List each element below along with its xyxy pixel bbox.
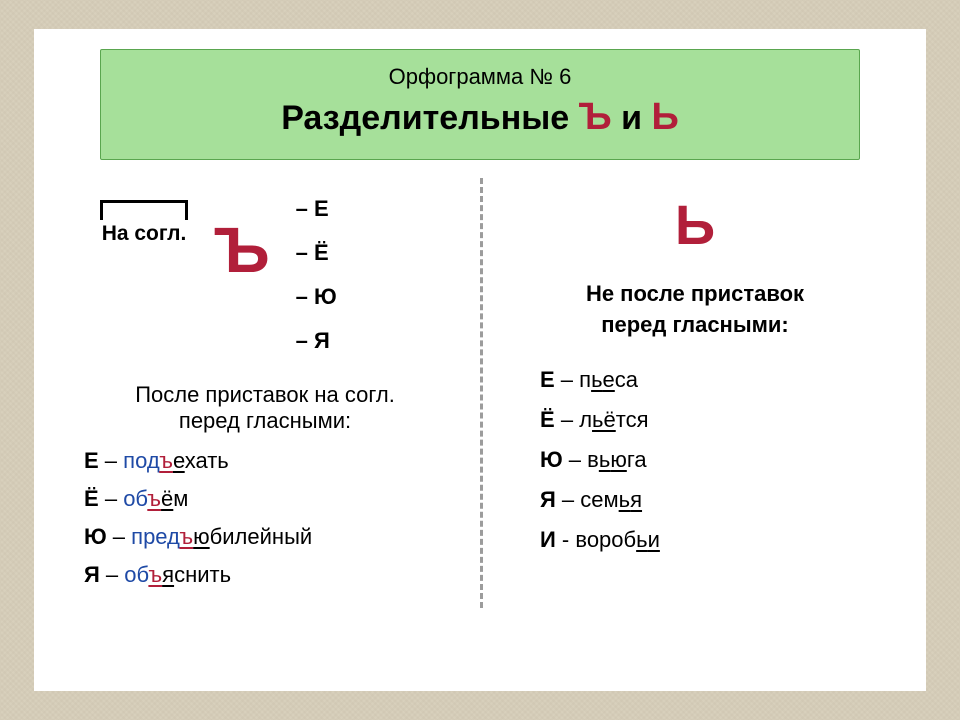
- header-title: Разделительные Ъ и Ь: [111, 96, 849, 139]
- example-prefix: л: [579, 407, 592, 432]
- title-letter-2: Ь: [651, 96, 678, 138]
- example-prefix: сем: [580, 487, 618, 512]
- example-dash: –: [99, 486, 123, 511]
- example-dash: –: [107, 524, 131, 549]
- example-vowel: Ё: [84, 486, 99, 511]
- example-mid: я: [630, 487, 642, 512]
- example-vowel: И: [540, 527, 556, 552]
- example-row: Я – объяснить: [84, 562, 450, 588]
- example-dash: –: [555, 407, 579, 432]
- example-rest: м: [173, 486, 188, 511]
- example-vowel: Е: [540, 367, 555, 392]
- example-sign: ь: [591, 367, 602, 392]
- example-prefix: вороб: [575, 527, 636, 552]
- title-letter-1: Ъ: [579, 96, 612, 138]
- example-vowel: Ю: [540, 447, 563, 472]
- example-dash: –: [100, 562, 124, 587]
- left-rule: После приставок на согл. перед гласными:: [80, 382, 450, 434]
- example-prefix: в: [587, 447, 599, 472]
- example-mid: я: [162, 562, 174, 587]
- example-mid: ю: [610, 447, 627, 472]
- columns: На согл. Ъ – Е – Ё – Ю – Я После пристав…: [52, 188, 908, 588]
- example-rest: снить: [174, 562, 231, 587]
- example-rest: билейный: [210, 524, 313, 549]
- example-sign: ь: [592, 407, 603, 432]
- left-big-letter: Ъ: [214, 218, 270, 282]
- example-prefix: п: [579, 367, 591, 392]
- example-mid: е: [173, 448, 185, 473]
- example-prefix: об: [123, 486, 147, 511]
- example-prefix: об: [124, 562, 148, 587]
- slide-sheet: Орфограмма № 6 Разделительные Ъ и Ь На с…: [34, 29, 926, 691]
- example-row: Е – подъехать: [84, 448, 450, 474]
- vowel-item: – Ё: [296, 240, 337, 266]
- example-sign: ъ: [148, 562, 162, 587]
- example-row: Ё – льётся: [540, 407, 880, 433]
- example-rest: хать: [185, 448, 229, 473]
- bracket-icon: [100, 200, 188, 220]
- right-rule-line2: перед гласными:: [601, 312, 789, 337]
- prefix-label: На согл.: [102, 222, 187, 246]
- example-vowel: Я: [540, 487, 556, 512]
- example-dash: –: [563, 447, 587, 472]
- example-rest: са: [615, 367, 638, 392]
- right-big-letter: Ь: [510, 192, 880, 257]
- example-dash: –: [99, 448, 123, 473]
- example-row: Ё – объём: [84, 486, 450, 512]
- example-prefix: под: [123, 448, 159, 473]
- example-vowel: Е: [84, 448, 99, 473]
- example-row: Е – пьеса: [540, 367, 880, 393]
- header-subtitle: Орфограмма № 6: [111, 64, 849, 90]
- example-dash: –: [556, 487, 580, 512]
- example-dash: –: [555, 367, 579, 392]
- left-rule-line1: После приставок на согл.: [135, 382, 395, 407]
- example-dash: -: [556, 527, 576, 552]
- example-sign: ь: [636, 527, 647, 552]
- example-sign: ь: [619, 487, 630, 512]
- example-mid: и: [648, 527, 660, 552]
- example-sign: ъ: [147, 486, 161, 511]
- title-prefix: Разделительные: [281, 99, 578, 137]
- divider-line: [480, 178, 483, 608]
- right-column: Ь Не после приставок перед гласными: Е –…: [480, 188, 880, 588]
- vowel-item: – Ю: [296, 284, 337, 310]
- example-row: И - воробьи: [540, 527, 880, 553]
- example-mid: ю: [193, 524, 210, 549]
- prefix-bracket-box: На согл.: [100, 200, 188, 246]
- example-rest: тся: [616, 407, 649, 432]
- right-rule-line1: Не после приставок: [586, 281, 804, 306]
- left-column: На согл. Ъ – Е – Ё – Ю – Я После пристав…: [80, 188, 480, 588]
- left-examples: Е – подъехать Ё – объём Ю – предъюбилейн…: [84, 448, 450, 588]
- example-sign: ъ: [179, 524, 193, 549]
- example-mid: е: [603, 367, 615, 392]
- example-vowel: Ё: [540, 407, 555, 432]
- vowel-item: – Я: [296, 328, 337, 354]
- left-top-row: На согл. Ъ – Е – Ё – Ю – Я: [100, 200, 450, 354]
- example-row: Ю – предъюбилейный: [84, 524, 450, 550]
- vowel-item: – Е: [296, 196, 337, 222]
- example-prefix: пред: [131, 524, 179, 549]
- example-rest: га: [627, 447, 647, 472]
- title-conj: и: [612, 99, 652, 137]
- right-examples: Е – пьеса Ё – льётся Ю – вьюга Я – семья…: [540, 367, 880, 553]
- example-row: Я – семья: [540, 487, 880, 513]
- left-rule-line2: перед гласными:: [179, 408, 351, 433]
- header-box: Орфограмма № 6 Разделительные Ъ и Ь: [100, 49, 860, 160]
- example-sign: ъ: [159, 448, 173, 473]
- example-mid: ё: [604, 407, 616, 432]
- example-vowel: Ю: [84, 524, 107, 549]
- left-vowel-list: – Е – Ё – Ю – Я: [296, 196, 337, 354]
- example-sign: ь: [599, 447, 610, 472]
- example-mid: ё: [161, 486, 173, 511]
- example-vowel: Я: [84, 562, 100, 587]
- right-rule: Не после приставок перед гласными:: [520, 279, 870, 341]
- example-row: Ю – вьюга: [540, 447, 880, 473]
